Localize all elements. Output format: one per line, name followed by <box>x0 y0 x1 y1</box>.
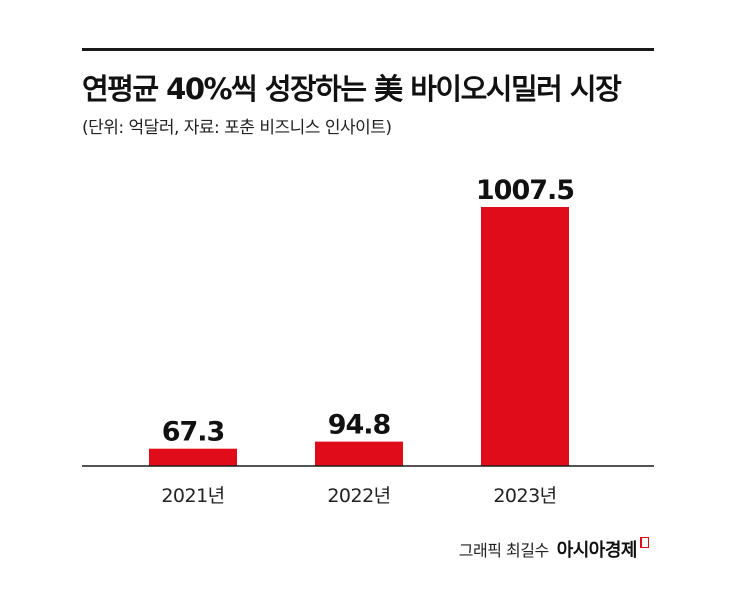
bar-2 <box>315 441 403 466</box>
value-label-1: 67.3 <box>162 417 225 448</box>
bar-3 <box>481 207 569 466</box>
chart-title: 연평균 40%씩 성장하는 美 바이오시밀러 시장 <box>82 72 622 106</box>
labels-layer: 67.3 2021년 94.8 2022년 1007.5 2023년 <box>161 175 575 507</box>
value-label-2: 94.8 <box>328 410 391 441</box>
brand-mark-icon <box>640 537 649 548</box>
category-label-3: 2023년 <box>493 485 556 507</box>
credit-name: 그래픽 최길수 <box>458 541 549 560</box>
chart-subtitle: (단위: 억달러, 자료: 포춘 비즈니스 인사이트) <box>82 118 392 138</box>
credit: 그래픽 최길수 아시아경제 <box>459 536 649 562</box>
category-label-2: 2022년 <box>327 485 390 507</box>
category-label-1: 2021년 <box>161 485 224 507</box>
top-rule <box>82 48 654 51</box>
bars-layer <box>149 207 569 466</box>
brand-logo: 아시아경제 <box>556 540 638 561</box>
bar-1 <box>149 448 237 466</box>
value-label-3: 1007.5 <box>476 175 574 206</box>
